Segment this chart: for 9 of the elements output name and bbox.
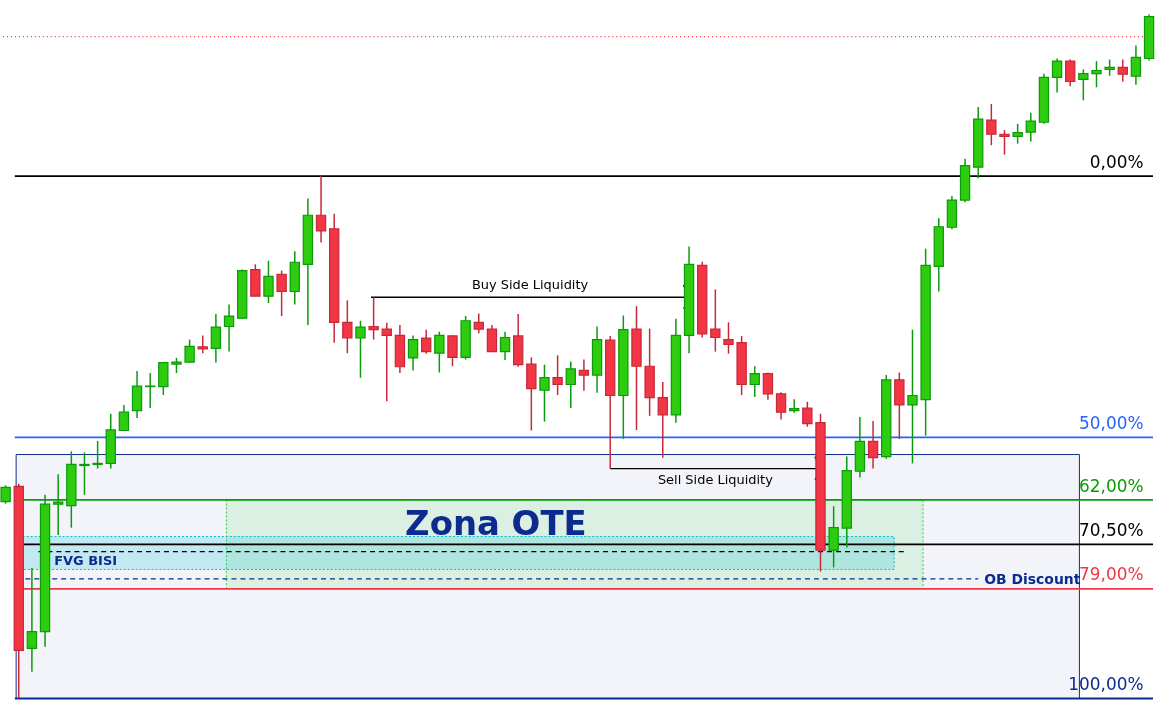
band-label: FVG BISI [54,553,118,569]
y-tick-label: 62,00% [1079,475,1144,496]
y-tick-label: 79,00% [1079,564,1144,585]
y-tick-label: 0,00% [1089,151,1144,172]
ref-line-label: Buy Side Liquidity [471,277,589,293]
ref-line-label: Sell Side Liquidity [657,471,774,487]
y-tick-label: 70,50% [1079,519,1144,540]
band-label: Zona OTE [405,503,587,543]
y-tick-label: 50,00% [1079,412,1144,433]
